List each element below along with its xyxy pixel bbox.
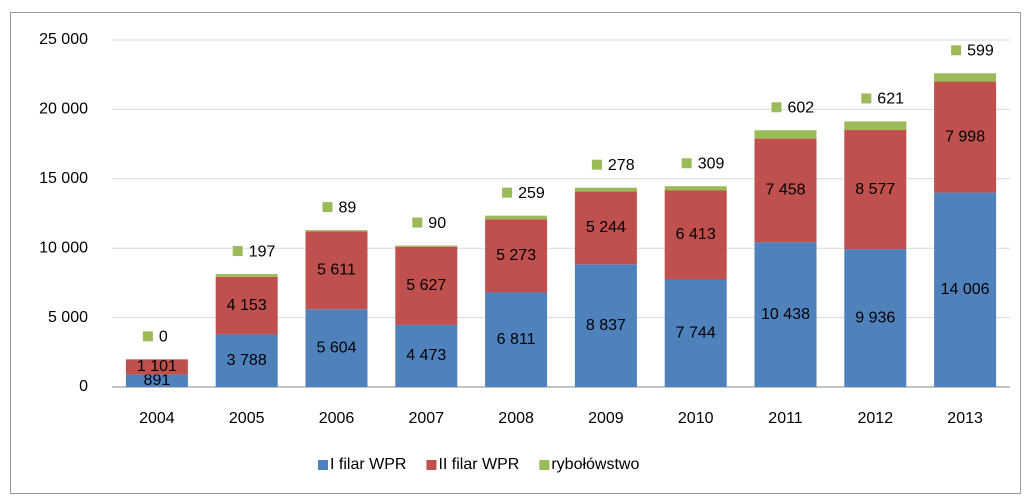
- data-label: 5 627: [406, 277, 446, 294]
- y-tick-label: 20 000: [39, 101, 88, 118]
- bar-segment: [664, 186, 727, 191]
- x-tick-label: 2005: [229, 410, 265, 427]
- y-tick-label: 25 000: [39, 31, 88, 48]
- data-label: 7 744: [676, 324, 716, 341]
- bar-segment: [305, 230, 368, 232]
- bar-segment: [844, 121, 907, 131]
- data-label: 8 837: [586, 317, 626, 334]
- data-label: 259: [518, 185, 545, 202]
- label-key: [951, 45, 962, 56]
- bar-segment: [125, 374, 188, 387]
- data-label: 309: [698, 155, 725, 172]
- data-label: 5 273: [496, 247, 536, 264]
- label-key: [322, 202, 333, 213]
- bar-segment: [485, 215, 548, 220]
- y-tick-label: 0: [79, 378, 88, 395]
- y-tick-label: 5 000: [48, 309, 88, 326]
- bar-segment: [574, 264, 637, 387]
- data-label: 1 101: [137, 358, 177, 375]
- x-tick-label: 2004: [139, 410, 175, 427]
- data-label: 278: [608, 157, 635, 174]
- bar-segment: [395, 246, 458, 325]
- x-tick-label: 2007: [409, 410, 445, 427]
- label-key: [142, 331, 153, 342]
- bar-segment: [215, 276, 278, 335]
- bar-segment: [395, 245, 458, 247]
- data-label: 9 936: [855, 309, 895, 326]
- bar-segment: [754, 138, 817, 243]
- data-label: 602: [788, 99, 815, 116]
- data-label: 8 577: [855, 181, 895, 198]
- data-label: 10 438: [761, 306, 810, 323]
- data-label: 5 611: [317, 261, 356, 278]
- bar-segment: [664, 279, 727, 387]
- bar-segment: [574, 187, 637, 192]
- bar-segment: [754, 130, 817, 139]
- label-key: [412, 217, 423, 228]
- bar-segment: [934, 73, 997, 82]
- data-label: 14 006: [941, 281, 990, 298]
- x-tick-label: 2012: [858, 410, 894, 427]
- data-label: 5 244: [586, 219, 626, 236]
- bar-segment: [305, 309, 368, 387]
- bar-segment: [215, 334, 278, 387]
- legend-key: [318, 460, 328, 470]
- x-tick-label: 2011: [768, 410, 803, 427]
- label-key: [232, 246, 243, 257]
- data-label: 621: [877, 91, 904, 108]
- data-label: 599: [967, 42, 994, 59]
- bar-segment: [305, 231, 368, 310]
- bar-segment: [754, 242, 817, 387]
- bar-segment: [574, 191, 637, 265]
- label-key: [861, 93, 872, 104]
- x-tick-label: 2008: [498, 410, 534, 427]
- data-label: 891: [144, 372, 171, 389]
- legend-label: rybołówstwo: [551, 456, 639, 473]
- legend-label: I filar WPR: [330, 456, 406, 473]
- bar-segment: [485, 292, 548, 387]
- y-tick-label: 15 000: [39, 170, 88, 187]
- bar-segment: [395, 324, 458, 387]
- data-label: 4 153: [227, 297, 267, 314]
- data-label: 4 473: [406, 347, 446, 364]
- data-label: 0: [159, 329, 168, 346]
- chart-frame: [10, 12, 1021, 494]
- data-label: 197: [249, 243, 276, 260]
- label-key: [591, 159, 602, 170]
- bar-segment: [934, 81, 997, 193]
- y-tick-label: 10 000: [39, 239, 88, 256]
- data-label: 6 413: [676, 226, 716, 243]
- data-label: 5 604: [316, 339, 356, 356]
- x-tick-label: 2010: [678, 410, 714, 427]
- data-label: 89: [339, 199, 357, 216]
- x-tick-label: 2009: [588, 410, 624, 427]
- bar-segment: [125, 359, 188, 375]
- x-tick-label: 2006: [319, 410, 355, 427]
- bar-segment: [934, 192, 997, 387]
- data-label: 3 788: [227, 352, 267, 369]
- label-key: [502, 187, 513, 198]
- bar-segment: [844, 249, 907, 387]
- bar-segment: [844, 130, 907, 250]
- bar-segment: [215, 274, 278, 277]
- legend-key: [539, 460, 550, 470]
- bar-segment: [485, 219, 548, 293]
- data-label: 7 998: [945, 128, 985, 145]
- data-label: 7 458: [765, 182, 805, 199]
- label-key: [771, 102, 782, 113]
- data-label: 90: [428, 215, 446, 232]
- bar-segment: [664, 190, 727, 280]
- x-tick-label: 2013: [947, 410, 983, 427]
- legend-key: [426, 460, 437, 470]
- legend-label: II filar WPR: [438, 456, 519, 473]
- label-key: [681, 158, 692, 169]
- data-label: 6 811: [497, 331, 536, 348]
